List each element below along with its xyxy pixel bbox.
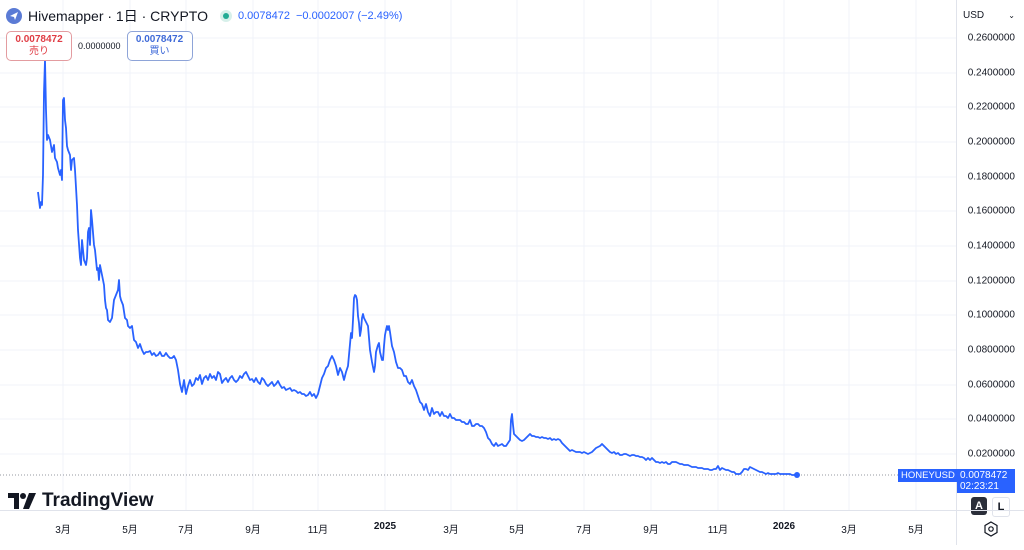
last-price-value: 0.0078472 (960, 470, 1008, 481)
market-open-dot-icon (219, 10, 232, 22)
hivemapper-logo-icon (6, 8, 22, 24)
x-tick: 5月 (908, 525, 924, 536)
chart-settings-button[interactable] (956, 510, 1024, 545)
buy-button[interactable]: 0.0078472 買い (126, 31, 193, 61)
price-change: −0.0002007 (−2.49%) (295, 10, 403, 22)
symbol-title[interactable]: Hivemapper · 1日 · CRYPTO (28, 8, 208, 24)
x-tick: 3月 (55, 525, 71, 536)
y-tick: 0.0800000 (967, 344, 1015, 356)
price-axis[interactable]: USD ⌄ 0.2600000 0.2400000 0.2200000 0.20… (956, 0, 1024, 510)
grid (0, 0, 956, 510)
currency-label: USD (963, 9, 985, 21)
legend-header: Hivemapper · 1日 · CRYPTO 0.0078472 −0.00… (6, 6, 402, 26)
sell-price: 0.0078472 (15, 34, 63, 45)
last-price-dot (794, 472, 800, 478)
time-axis[interactable]: 3月 5月 7月 9月 11月 2025 3月 5月 7月 9月 11月 202… (0, 510, 956, 545)
x-tick: 5月 (509, 525, 525, 536)
last-price: 0.0078472 (237, 10, 290, 22)
buy-price: 0.0078472 (135, 34, 184, 45)
y-tick: 0.1800000 (967, 171, 1015, 183)
currency-selector[interactable]: USD ⌄ (959, 5, 1019, 25)
buy-label: 買い (149, 46, 170, 57)
x-tick: 11月 (307, 525, 329, 536)
y-tick: 0.0400000 (967, 413, 1015, 425)
x-tick: 3月 (841, 525, 857, 536)
x-tick: 9月 (245, 525, 261, 536)
y-tick: 0.2600000 (967, 32, 1015, 44)
sell-label: 売り (29, 46, 49, 57)
x-tick: 5月 (122, 525, 138, 536)
x-tick: 3月 (443, 525, 459, 536)
y-tick: 0.2000000 (967, 136, 1015, 148)
y-tick: 0.0600000 (967, 379, 1015, 391)
y-tick: 0.2400000 (967, 67, 1015, 79)
trade-panel: 0.0078472 売り 0.0000000 0.0078472 買い (6, 31, 193, 61)
y-tick: 0.1200000 (967, 275, 1015, 287)
logo-text: TradingView (42, 490, 154, 511)
log-scale-button[interactable]: L (992, 497, 1010, 517)
last-price-label: 0.0078472 02:23:21 (957, 469, 1015, 493)
y-tick: 0.1600000 (967, 205, 1015, 217)
chart-pane[interactable]: Hivemapper · 1日 · CRYPTO 0.0078472 −0.00… (0, 0, 956, 512)
spread-value: 0.0000000 (78, 41, 121, 51)
sell-button[interactable]: 0.0078472 売り (6, 31, 72, 61)
price-line (37, 59, 797, 476)
x-tick-year: 2025 (373, 521, 397, 532)
tradingview-logo[interactable]: TradingView (8, 490, 154, 512)
x-tick: 7月 (178, 525, 194, 536)
settings-hexagon-icon (984, 521, 998, 537)
y-tick: 0.1000000 (967, 309, 1015, 321)
chevron-down-icon: ⌄ (1008, 10, 1015, 20)
price-chart-svg[interactable] (0, 0, 956, 510)
y-tick: 0.1400000 (967, 240, 1015, 252)
x-tick-year: 2026 (772, 521, 796, 532)
symbol-tag: HONEYUSD (898, 469, 958, 482)
bar-countdown: 02:23:21 (960, 481, 999, 492)
y-tick: 0.0200000 (967, 448, 1015, 460)
x-tick: 9月 (643, 525, 659, 536)
tradingview-logo-icon (8, 493, 36, 509)
x-tick: 7月 (576, 525, 592, 536)
y-tick: 0.2200000 (967, 101, 1015, 113)
x-tick: 11月 (707, 525, 729, 536)
